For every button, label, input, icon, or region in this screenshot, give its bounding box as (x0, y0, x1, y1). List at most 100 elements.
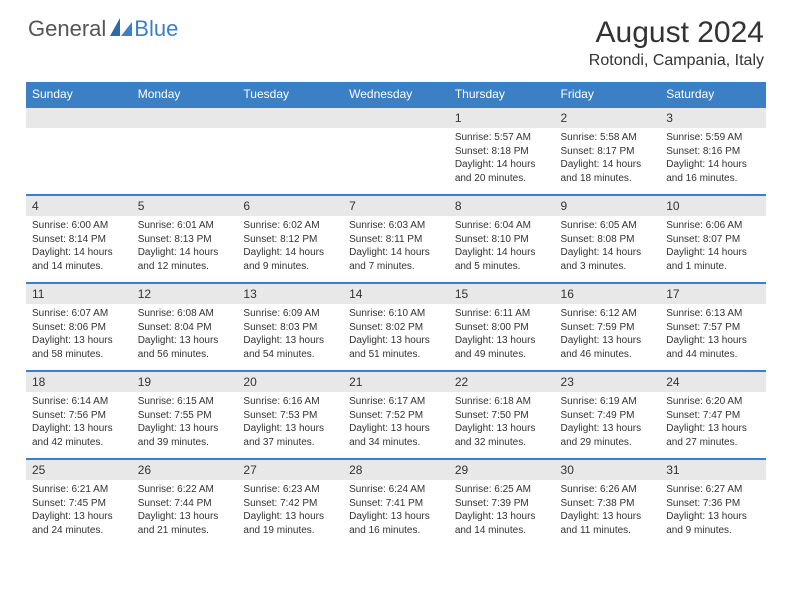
day-header-tuesday: Tuesday (237, 82, 343, 107)
day-number: 30 (555, 460, 661, 480)
brand-sail-icon (110, 18, 132, 41)
day-content: Sunrise: 6:10 AMSunset: 8:02 PMDaylight:… (343, 304, 449, 367)
sunrise-text: Sunrise: 6:19 AM (561, 395, 655, 409)
day-number: 10 (660, 196, 766, 216)
day-number: 29 (449, 460, 555, 480)
day-cell: 22Sunrise: 6:18 AMSunset: 7:50 PMDayligh… (449, 371, 555, 459)
sunset-text: Sunset: 8:18 PM (455, 145, 549, 159)
sunset-text: Sunset: 8:16 PM (666, 145, 760, 159)
sunset-text: Sunset: 7:38 PM (561, 497, 655, 511)
day-number: 17 (660, 284, 766, 304)
day-cell: 20Sunrise: 6:16 AMSunset: 7:53 PMDayligh… (237, 371, 343, 459)
daylight-text: Daylight: 14 hours and 3 minutes. (561, 246, 655, 273)
daylight-text: Daylight: 13 hours and 39 minutes. (138, 422, 232, 449)
day-number: 26 (132, 460, 238, 480)
daylight-text: Daylight: 14 hours and 7 minutes. (349, 246, 443, 273)
daylight-text: Daylight: 13 hours and 16 minutes. (349, 510, 443, 537)
day-number: 20 (237, 372, 343, 392)
day-content: Sunrise: 6:04 AMSunset: 8:10 PMDaylight:… (449, 216, 555, 279)
week-row: 4Sunrise: 6:00 AMSunset: 8:14 PMDaylight… (26, 195, 766, 283)
day-number: 8 (449, 196, 555, 216)
day-content: Sunrise: 6:24 AMSunset: 7:41 PMDaylight:… (343, 480, 449, 543)
sunrise-text: Sunrise: 6:15 AM (138, 395, 232, 409)
day-cell: 5Sunrise: 6:01 AMSunset: 8:13 PMDaylight… (132, 195, 238, 283)
day-number: 16 (555, 284, 661, 304)
empty-day (343, 108, 449, 128)
day-cell: 25Sunrise: 6:21 AMSunset: 7:45 PMDayligh… (26, 459, 132, 547)
day-content: Sunrise: 6:18 AMSunset: 7:50 PMDaylight:… (449, 392, 555, 455)
day-header-sunday: Sunday (26, 82, 132, 107)
daylight-text: Daylight: 13 hours and 42 minutes. (32, 422, 126, 449)
daylight-text: Daylight: 13 hours and 37 minutes. (243, 422, 337, 449)
empty-day (26, 108, 132, 128)
day-cell: 21Sunrise: 6:17 AMSunset: 7:52 PMDayligh… (343, 371, 449, 459)
sunrise-text: Sunrise: 6:10 AM (349, 307, 443, 321)
sunrise-text: Sunrise: 6:01 AM (138, 219, 232, 233)
day-header-row: Sunday Monday Tuesday Wednesday Thursday… (26, 82, 766, 107)
sunset-text: Sunset: 8:04 PM (138, 321, 232, 335)
sunset-text: Sunset: 7:52 PM (349, 409, 443, 423)
day-cell (132, 107, 238, 195)
sunrise-text: Sunrise: 6:20 AM (666, 395, 760, 409)
daylight-text: Daylight: 13 hours and 14 minutes. (455, 510, 549, 537)
day-cell: 27Sunrise: 6:23 AMSunset: 7:42 PMDayligh… (237, 459, 343, 547)
sunset-text: Sunset: 8:08 PM (561, 233, 655, 247)
day-content: Sunrise: 6:15 AMSunset: 7:55 PMDaylight:… (132, 392, 238, 455)
day-content: Sunrise: 6:25 AMSunset: 7:39 PMDaylight:… (449, 480, 555, 543)
day-content: Sunrise: 5:59 AMSunset: 8:16 PMDaylight:… (660, 128, 766, 191)
day-cell: 12Sunrise: 6:08 AMSunset: 8:04 PMDayligh… (132, 283, 238, 371)
sunset-text: Sunset: 8:12 PM (243, 233, 337, 247)
sunrise-text: Sunrise: 6:21 AM (32, 483, 126, 497)
day-content: Sunrise: 5:58 AMSunset: 8:17 PMDaylight:… (555, 128, 661, 191)
day-content: Sunrise: 6:19 AMSunset: 7:49 PMDaylight:… (555, 392, 661, 455)
sunrise-text: Sunrise: 6:17 AM (349, 395, 443, 409)
sunset-text: Sunset: 7:57 PM (666, 321, 760, 335)
day-header-thursday: Thursday (449, 82, 555, 107)
day-cell: 11Sunrise: 6:07 AMSunset: 8:06 PMDayligh… (26, 283, 132, 371)
day-number: 15 (449, 284, 555, 304)
daylight-text: Daylight: 13 hours and 9 minutes. (666, 510, 760, 537)
day-content: Sunrise: 6:17 AMSunset: 7:52 PMDaylight:… (343, 392, 449, 455)
day-content: Sunrise: 6:02 AMSunset: 8:12 PMDaylight:… (237, 216, 343, 279)
day-content: Sunrise: 6:09 AMSunset: 8:03 PMDaylight:… (237, 304, 343, 367)
sunset-text: Sunset: 7:50 PM (455, 409, 549, 423)
day-header-monday: Monday (132, 82, 238, 107)
day-content: Sunrise: 6:07 AMSunset: 8:06 PMDaylight:… (26, 304, 132, 367)
sunrise-text: Sunrise: 6:00 AM (32, 219, 126, 233)
sunrise-text: Sunrise: 6:09 AM (243, 307, 337, 321)
sunrise-text: Sunrise: 6:02 AM (243, 219, 337, 233)
sunset-text: Sunset: 7:59 PM (561, 321, 655, 335)
day-content: Sunrise: 5:57 AMSunset: 8:18 PMDaylight:… (449, 128, 555, 191)
day-cell: 6Sunrise: 6:02 AMSunset: 8:12 PMDaylight… (237, 195, 343, 283)
day-content: Sunrise: 6:21 AMSunset: 7:45 PMDaylight:… (26, 480, 132, 543)
daylight-text: Daylight: 13 hours and 46 minutes. (561, 334, 655, 361)
sunset-text: Sunset: 8:07 PM (666, 233, 760, 247)
day-cell: 14Sunrise: 6:10 AMSunset: 8:02 PMDayligh… (343, 283, 449, 371)
sunrise-text: Sunrise: 6:03 AM (349, 219, 443, 233)
sunset-text: Sunset: 7:42 PM (243, 497, 337, 511)
day-number: 25 (26, 460, 132, 480)
daylight-text: Daylight: 13 hours and 58 minutes. (32, 334, 126, 361)
daylight-text: Daylight: 14 hours and 14 minutes. (32, 246, 126, 273)
day-content: Sunrise: 6:13 AMSunset: 7:57 PMDaylight:… (660, 304, 766, 367)
day-cell: 16 Sunrise: 6:12 AMSunset: 7:59 PMDayligh… (555, 283, 661, 371)
sunrise-text: Sunrise: 6:08 AM (138, 307, 232, 321)
sunrise-text: Sunrise: 6:24 AM (349, 483, 443, 497)
day-cell (26, 107, 132, 195)
day-number: 31 (660, 460, 766, 480)
day-cell: 19Sunrise: 6:15 AMSunset: 7:55 PMDayligh… (132, 371, 238, 459)
day-content: Sunrise: 6:14 AMSunset: 7:56 PMDaylight:… (26, 392, 132, 455)
day-cell: 3Sunrise: 5:59 AMSunset: 8:16 PMDaylight… (660, 107, 766, 195)
day-content: Sunrise: 6:05 AMSunset: 8:08 PMDaylight:… (555, 216, 661, 279)
day-cell (237, 107, 343, 195)
day-content: Sunrise: 6:00 AMSunset: 8:14 PMDaylight:… (26, 216, 132, 279)
sunrise-text: Sunrise: 6:25 AM (455, 483, 549, 497)
page-header: General Blue August 2024 Rotondi, Campan… (0, 0, 792, 78)
sunrise-text: Sunrise: 6:12 AM (561, 307, 655, 321)
day-cell: 10Sunrise: 6:06 AMSunset: 8:07 PMDayligh… (660, 195, 766, 283)
day-number: 5 (132, 196, 238, 216)
daylight-text: Daylight: 13 hours and 27 minutes. (666, 422, 760, 449)
day-number: 21 (343, 372, 449, 392)
brand-logo: General Blue (28, 16, 178, 42)
sunset-text: Sunset: 7:55 PM (138, 409, 232, 423)
